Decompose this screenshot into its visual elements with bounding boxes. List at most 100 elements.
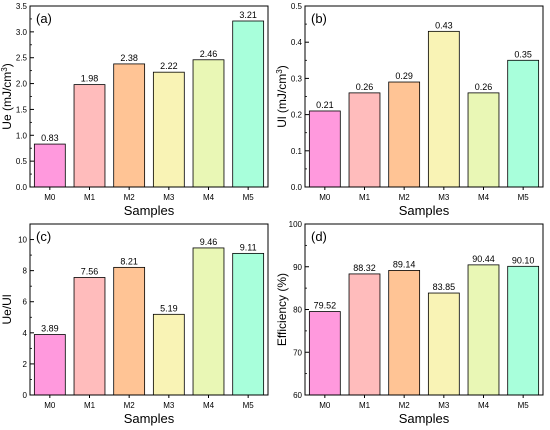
value-label: 3.21 <box>239 10 257 20</box>
value-label: 9.46 <box>200 237 218 247</box>
y-axis-title: Ul (mJ/cm3) <box>275 65 290 127</box>
y-tick-label: 0.0 <box>16 183 28 192</box>
value-label: 5.19 <box>160 303 178 313</box>
bar-m1 <box>348 273 381 396</box>
y-tick-label: 100 <box>289 220 303 229</box>
y-tick-label: 3.0 <box>16 28 28 37</box>
y-tick-label: 0.5 <box>16 157 28 166</box>
bar-m4 <box>192 247 225 396</box>
x-tick-label: M3 <box>438 193 450 202</box>
x-tick-label: M0 <box>44 193 56 202</box>
y-tick-label: 3.5 <box>16 2 28 11</box>
y-axis-title-main: Ul (mJ/cm <box>275 74 289 128</box>
y-tick-label: 2.5 <box>16 54 28 63</box>
x-tick-label: M3 <box>163 193 175 202</box>
y-axis-title-superscript: 3 <box>275 69 284 74</box>
value-label: 0.43 <box>435 20 453 30</box>
value-label: 1.98 <box>81 74 99 84</box>
x-tick-label: M2 <box>399 193 411 202</box>
y-tick-label: 4 <box>23 329 28 338</box>
bar-m2 <box>388 270 421 396</box>
value-label: 0.26 <box>356 82 374 92</box>
x-tick-label: M3 <box>438 401 450 410</box>
y-tick-label: 60 <box>293 391 302 400</box>
value-label: 3.89 <box>41 324 59 334</box>
x-axis-title: Samples <box>399 411 450 426</box>
y-tick-label: 6 <box>23 298 28 307</box>
x-tick-label: M1 <box>84 193 96 202</box>
y-tick-label: 0.2 <box>291 111 303 120</box>
y-tick-label: 0.3 <box>291 74 303 83</box>
bar-m1 <box>73 84 106 188</box>
y-axis-title-main: Ue (mJ/cm <box>0 72 14 130</box>
x-tick-label: M5 <box>243 401 255 410</box>
x-axis-title: Samples <box>399 203 450 218</box>
bar-m5 <box>232 20 265 188</box>
bar-m3 <box>427 30 460 188</box>
y-axis-title: Efficiency (%) <box>275 273 289 346</box>
value-label: 90.10 <box>512 255 535 265</box>
x-tick-label: M2 <box>124 401 136 410</box>
bar-m3 <box>427 292 460 396</box>
panel-label: (d) <box>311 229 327 244</box>
axes-frame <box>29 223 269 396</box>
y-tick-label: 70 <box>293 348 302 357</box>
value-label: 90.44 <box>472 254 495 264</box>
value-label: 83.85 <box>433 282 456 292</box>
x-tick-label: M4 <box>203 401 215 410</box>
panel-label: (c) <box>36 229 51 244</box>
value-label: 9.11 <box>240 242 257 252</box>
bar-m5 <box>507 59 540 188</box>
value-label: 2.38 <box>120 53 138 63</box>
chart-panel-0: 0.83 1.98 2.38 2.22 2.46 3.21 0.0 0.5 1.0 1.5 2.0 2… <box>0 2 269 218</box>
bar-m5 <box>507 265 540 396</box>
value-label: 88.32 <box>353 263 376 273</box>
value-label: 7.56 <box>81 266 99 276</box>
chart-panel-3: 79.52 88.32 89.14 83.85 90.44 90.10 60 70 80 90 10… <box>275 220 544 426</box>
y-tick-label: 8 <box>23 267 28 276</box>
bar-m2 <box>388 81 421 188</box>
x-axis-title: Samples <box>124 411 175 426</box>
bar-m2 <box>113 266 146 396</box>
y-axis-title-main: Ue/Ul <box>0 294 14 324</box>
bar-m2 <box>113 63 146 188</box>
x-tick-label: M0 <box>319 193 331 202</box>
x-tick-label: M1 <box>359 401 371 410</box>
bar-m5 <box>232 252 265 396</box>
y-axis-title: Ue (mJ/cm3) <box>0 63 14 129</box>
y-tick-label: 2.0 <box>16 80 28 89</box>
y-tick-label: 90 <box>293 263 302 272</box>
value-label: 0.35 <box>514 49 532 59</box>
x-axis-title: Samples <box>124 203 175 218</box>
bar-m1 <box>348 92 381 188</box>
x-tick-label: M0 <box>44 401 56 410</box>
x-tick-label: M1 <box>84 401 96 410</box>
y-tick-label: 0.4 <box>291 38 303 47</box>
bar-m3 <box>152 71 185 188</box>
x-tick-label: M1 <box>359 193 371 202</box>
x-tick-label: M4 <box>478 193 490 202</box>
bar-m3 <box>152 313 185 396</box>
y-tick-label: 0.5 <box>291 2 303 11</box>
y-tick-label: 1.0 <box>16 131 28 140</box>
y-axis-title: Ue/Ul <box>0 294 14 324</box>
bar-m4 <box>192 59 225 188</box>
value-label: 2.46 <box>200 49 218 59</box>
panel-label: (a) <box>36 11 52 26</box>
value-label: 2.22 <box>160 61 178 71</box>
y-tick-label: 0 <box>23 391 28 400</box>
x-tick-label: M2 <box>399 401 411 410</box>
bar-m4 <box>467 264 500 396</box>
bar-m4 <box>467 92 500 188</box>
value-label: 79.52 <box>314 301 337 311</box>
axes-frame <box>304 223 544 396</box>
value-label: 89.14 <box>393 259 416 269</box>
bar-m0 <box>33 143 66 188</box>
value-label: 8.21 <box>120 256 138 266</box>
x-tick-label: M5 <box>518 193 530 202</box>
bar-m1 <box>73 277 106 396</box>
value-label: 0.26 <box>475 82 493 92</box>
x-tick-label: M4 <box>478 401 490 410</box>
x-tick-label: M2 <box>124 193 136 202</box>
